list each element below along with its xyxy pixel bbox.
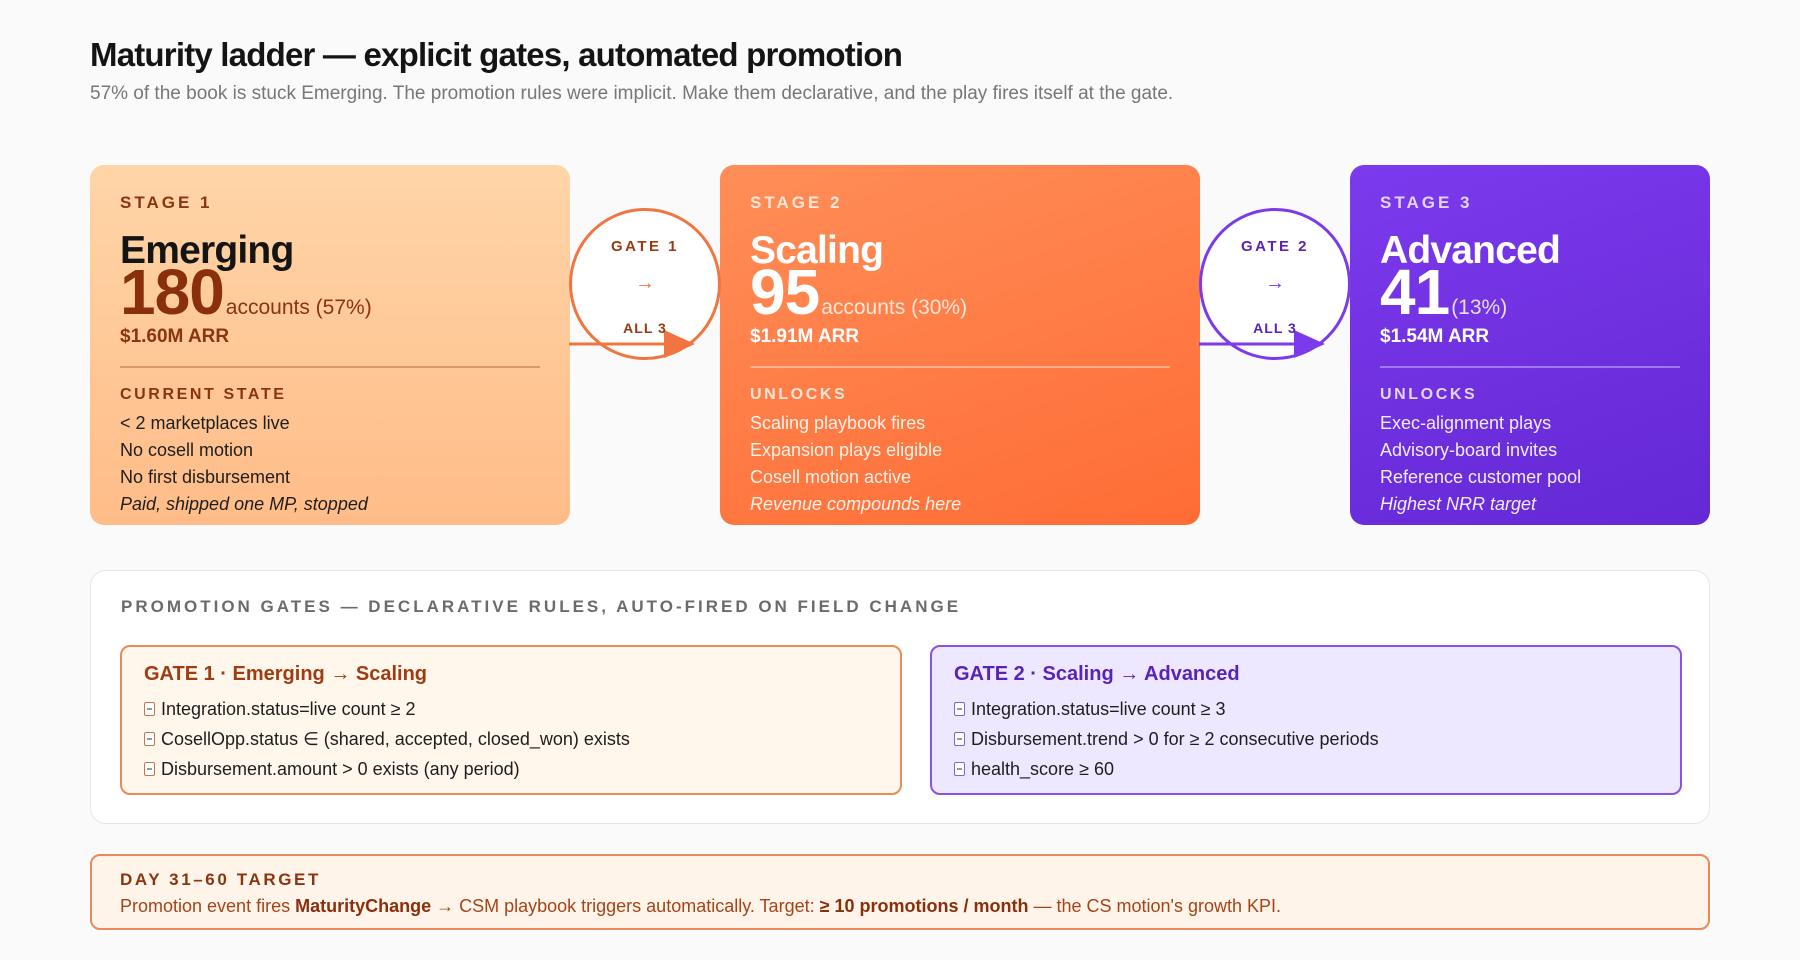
stage-arr: $1.91M ARR bbox=[750, 326, 860, 347]
gate-connector-rule: ALL 3 bbox=[623, 320, 667, 336]
list-item: < 2 marketplaces live bbox=[120, 412, 290, 433]
list-item: No first disbursement bbox=[120, 466, 291, 487]
page-title: Maturity ladder — explicit gates, automa… bbox=[90, 36, 903, 73]
gate-rule-box-1: GATE 1 · Emerging → Scaling Integration.… bbox=[120, 645, 902, 795]
stage-note: Revenue compounds here bbox=[750, 493, 962, 514]
gate-rule-item: Integration.status=live count ≥ 3 bbox=[954, 694, 1658, 724]
stage-count-row: 95 accounts (30%) bbox=[750, 260, 1170, 324]
gate-rule-item: Disbursement.trend > 0 for ≥ 2 consecuti… bbox=[954, 724, 1658, 754]
list-item: Reference customer pool bbox=[1380, 466, 1582, 487]
list-item: Cosell motion active bbox=[750, 466, 912, 487]
target-heading: DAY 31–60 TARGET bbox=[120, 870, 321, 889]
gate-connector-label: GATE 1 bbox=[610, 238, 680, 255]
arrow-right-icon: → bbox=[1265, 272, 1285, 294]
promotion-gates-panel: PROMOTION GATES — DECLARATIVE RULES, AUT… bbox=[90, 570, 1710, 824]
list-item: Scaling playbook fires bbox=[750, 412, 926, 433]
target-text: Promotion event fires MaturityChange → C… bbox=[120, 896, 1680, 917]
stage-label: STAGE 3 bbox=[1380, 193, 1473, 212]
stage-count-row: 41 (13%) bbox=[1380, 260, 1680, 324]
target-banner: DAY 31–60 TARGET Promotion event fires M… bbox=[90, 854, 1710, 930]
check-icon bbox=[954, 732, 965, 746]
gate-rule-text: Integration.status=live count ≥ 2 bbox=[161, 699, 416, 719]
stage-section-label: UNLOCKS bbox=[1380, 385, 1478, 403]
stage-account-count: 180 bbox=[120, 256, 225, 328]
stage-item-list: Scaling playbook fires Expansion plays e… bbox=[750, 410, 1170, 491]
check-icon bbox=[144, 762, 155, 776]
gate-rule-item: health_score ≥ 60 bbox=[954, 754, 1658, 784]
list-item: No cosell motion bbox=[120, 439, 254, 460]
stage-name: Emerging bbox=[120, 229, 294, 272]
target-text-suffix: — the CS motion's growth KPI. bbox=[1028, 896, 1282, 916]
check-icon bbox=[144, 732, 155, 746]
gate-rule-text: Disbursement.amount > 0 exists (any peri… bbox=[161, 759, 520, 779]
gate-rule-list: Integration.status=live count ≥ 2 Cosell… bbox=[144, 694, 878, 784]
stage-arr: $1.54M ARR bbox=[1380, 326, 1490, 347]
gate-connector-2: GATE 2 → ALL 3 bbox=[1199, 208, 1351, 360]
stage-card-emerging: STAGE 1 Emerging 180 accounts (57%) $1.6… bbox=[90, 165, 570, 525]
stage-note: Highest NRR target bbox=[1380, 493, 1537, 514]
gates-panel-heading: PROMOTION GATES — DECLARATIVE RULES, AUT… bbox=[121, 597, 962, 616]
stage-account-count: 95 bbox=[750, 256, 820, 328]
gate-rule-text: Disbursement.trend > 0 for ≥ 2 consecuti… bbox=[971, 729, 1379, 749]
stage-divider bbox=[750, 366, 1170, 368]
target-text-prefix: Promotion event fires bbox=[120, 896, 296, 916]
gate-rule-text: CosellOpp.status ∈ (shared, accepted, cl… bbox=[161, 729, 630, 749]
stage-count-row: 180 accounts (57%) bbox=[120, 260, 540, 324]
gate-rule-box-2: GATE 2 · Scaling → Advanced Integration.… bbox=[930, 645, 1682, 795]
stage-item-list: Exec-alignment plays Advisory-board invi… bbox=[1380, 410, 1680, 491]
gate-rule-list: Integration.status=live count ≥ 3 Disbur… bbox=[954, 694, 1658, 784]
stage-section-label: UNLOCKS bbox=[750, 385, 848, 403]
gate-rule-item: Disbursement.amount > 0 exists (any peri… bbox=[144, 754, 878, 784]
target-kpi-value: ≥ 10 promotions / month bbox=[819, 896, 1029, 916]
gate-rule-text: Integration.status=live count ≥ 3 bbox=[971, 699, 1226, 719]
stage-count-label: accounts (30%) bbox=[821, 296, 968, 319]
stage-card-advanced: STAGE 3 Advanced 41 (13%) $1.54M ARR UNL… bbox=[1350, 165, 1710, 525]
gate-box-title: GATE 2 · Scaling → Advanced bbox=[954, 663, 1240, 685]
page-subtitle: 57% of the book is stuck Emerging. The p… bbox=[90, 83, 1174, 104]
list-item: Exec-alignment plays bbox=[1380, 412, 1552, 433]
stage-label: STAGE 2 bbox=[750, 193, 843, 212]
gate-connector-1: GATE 1 → ALL 3 bbox=[569, 208, 721, 360]
target-event-name: MaturityChange bbox=[295, 896, 432, 916]
stage-name: Scaling bbox=[750, 229, 884, 272]
gate-circle bbox=[569, 208, 721, 360]
gate-connector-label: GATE 2 bbox=[1240, 238, 1310, 255]
check-icon bbox=[954, 762, 965, 776]
check-icon bbox=[954, 702, 965, 716]
gate-rule-item: CosellOpp.status ∈ (shared, accepted, cl… bbox=[144, 724, 878, 754]
list-item: Expansion plays eligible bbox=[750, 439, 943, 460]
stage-name: Advanced bbox=[1380, 229, 1561, 272]
stage-item-list: < 2 marketplaces live No cosell motion N… bbox=[120, 410, 540, 491]
stage-count-label: accounts (57%) bbox=[225, 296, 372, 319]
arrow-right-icon: → bbox=[635, 272, 655, 294]
stage-label: STAGE 1 bbox=[120, 193, 213, 212]
stage-divider bbox=[1380, 366, 1680, 368]
list-item: Advisory-board invites bbox=[1380, 439, 1558, 460]
check-icon bbox=[144, 702, 155, 716]
gate-rule-item: Integration.status=live count ≥ 2 bbox=[144, 694, 878, 724]
gate-circle bbox=[1199, 208, 1351, 360]
stage-divider bbox=[120, 366, 540, 368]
gate-rule-text: health_score ≥ 60 bbox=[971, 759, 1114, 779]
target-text-middle: → CSM playbook triggers automatically. T… bbox=[431, 896, 820, 916]
stage-count-label: (13%) bbox=[1451, 296, 1508, 319]
gate-box-title: GATE 1 · Emerging → Scaling bbox=[144, 663, 428, 685]
stage-arr: $1.60M ARR bbox=[120, 326, 230, 347]
stage-card-scaling: STAGE 2 Scaling 95 accounts (30%) $1.91M… bbox=[720, 165, 1200, 525]
stage-note: Paid, shipped one MP, stopped bbox=[120, 493, 368, 514]
stage-section-label: CURRENT STATE bbox=[120, 385, 287, 403]
gate-connector-rule: ALL 3 bbox=[1253, 320, 1297, 336]
connector-arrow-icon bbox=[569, 330, 695, 358]
stage-account-count: 41 bbox=[1380, 256, 1450, 328]
connector-arrow-icon bbox=[1199, 330, 1325, 358]
